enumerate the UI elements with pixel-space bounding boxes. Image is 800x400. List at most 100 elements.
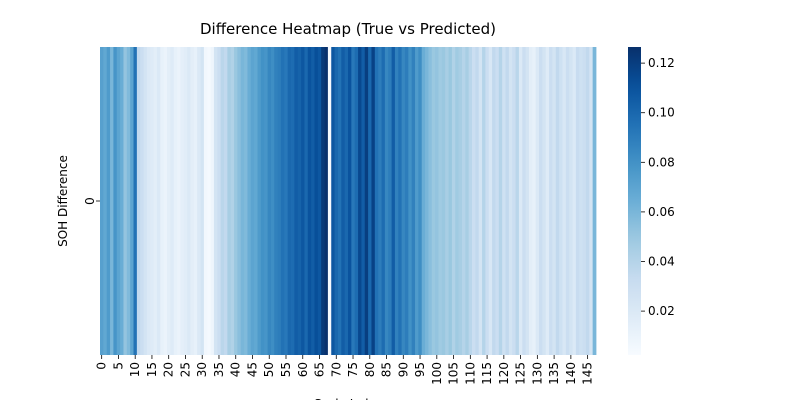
heatmap-cell [291,47,295,355]
heatmap-cell [234,47,238,355]
heatmap-cell [542,47,547,355]
heatmap-cell [522,47,527,355]
x-tick-label: 110 [463,362,477,385]
x-tick-label: 30 [195,362,209,377]
heatmap-cell [425,47,429,355]
heatmap-cell [170,47,175,355]
heatmap-cell [565,47,570,355]
y-axis-label: SOH Difference [56,155,70,247]
heatmap-cell [498,47,503,355]
heatmap-cell [421,47,426,355]
heatmap-cell [559,47,563,355]
heatmap-cell [224,47,228,355]
heatmap-cell [210,47,215,355]
heatmap-cell [348,47,352,355]
heatmap-cell [180,47,185,355]
heatmap-cell [518,47,523,355]
heatmap-cell [485,47,490,355]
x-tick-label: 125 [514,362,528,385]
heatmap-cell [378,47,382,355]
heatmap-cell [555,47,560,355]
heatmap-cell [354,47,359,355]
heatmap-cell [113,47,118,355]
heatmap-cell [284,47,289,355]
heatmap-cell [502,47,506,355]
x-tick-label: 55 [279,362,293,377]
heatmap-cell [575,47,580,355]
heatmap-cell [448,47,453,355]
heatmap-cell [317,47,322,355]
x-tick-label: 80 [363,362,377,377]
heatmap-cell [408,47,413,355]
heatmap-cell [435,47,439,355]
heatmap-cell [344,47,349,355]
colorbar-tick-label: 0.08 [648,155,675,169]
heatmap-cell [358,47,362,355]
x-tick-label: 25 [178,362,192,377]
heatmap-cell [153,47,158,355]
heatmap-cell [277,47,282,355]
heatmap-cell [146,47,151,355]
heatmap-cell [374,47,379,355]
heatmap-cell [270,47,275,355]
heatmap-cell [254,47,258,355]
x-tick-label: 140 [564,362,578,385]
x-tick-label: 60 [296,362,310,377]
x-tick-label: 35 [212,362,226,377]
x-tick-label: 20 [162,362,176,377]
heatmap-cell [582,47,587,355]
heatmap-cell [371,47,376,355]
heatmap-cell [384,47,389,355]
heatmap-cell [341,47,346,355]
heatmap-cell [230,47,235,355]
heatmap-cell [579,47,583,355]
heatmap-cell [324,47,329,355]
heatmap-cell [512,47,516,355]
heatmap-cell [280,47,285,355]
heatmap-cell [488,47,493,355]
heatmap-cell [431,47,436,355]
heatmap-cell [173,47,178,355]
x-tick-label: 85 [380,362,394,377]
heatmap-cell [304,47,309,355]
heatmap-cell [150,47,155,355]
heatmap-cell [213,47,218,355]
heatmap-cell [227,47,232,355]
heatmap-cell [103,47,108,355]
y-tick-label: 0 [83,197,97,205]
heatmap-cell [535,47,540,355]
x-tick-label: 100 [430,362,444,385]
x-tick-label: 115 [480,362,494,385]
heatmap-cell [274,47,279,355]
heatmap-cell [130,47,134,355]
heatmap-cell [451,47,456,355]
heatmap-cell [177,47,181,355]
heatmap-cell [515,47,520,355]
colorbar-tick-label: 0.02 [648,304,675,318]
x-tick-label: 65 [313,362,327,377]
heatmap-cell [207,47,211,355]
heatmap-cell [287,47,292,355]
heatmap-cell [123,47,128,355]
heatmap-cell [525,47,530,355]
heatmap-cell [264,47,268,355]
heatmap-cell [562,47,567,355]
heatmap-cell [368,47,372,355]
x-tick-label: 10 [128,362,142,377]
heatmap-cell [257,47,262,355]
x-tick-label: 75 [346,362,360,377]
heatmap-cell [364,47,369,355]
colorbar-tick-label: 0.10 [648,106,675,120]
heatmap-cell [394,47,399,355]
heatmap-cell [156,47,161,355]
colorbar-tick-label: 0.06 [648,205,675,219]
heatmap-cell [458,47,463,355]
heatmap-cell [220,47,225,355]
heatmap-cell [183,47,188,355]
heatmap-cell [163,47,168,355]
x-tick-label: 145 [581,362,595,385]
heatmap-cell [482,47,486,355]
heatmap-cell [411,47,416,355]
heatmap-cell [334,47,339,355]
